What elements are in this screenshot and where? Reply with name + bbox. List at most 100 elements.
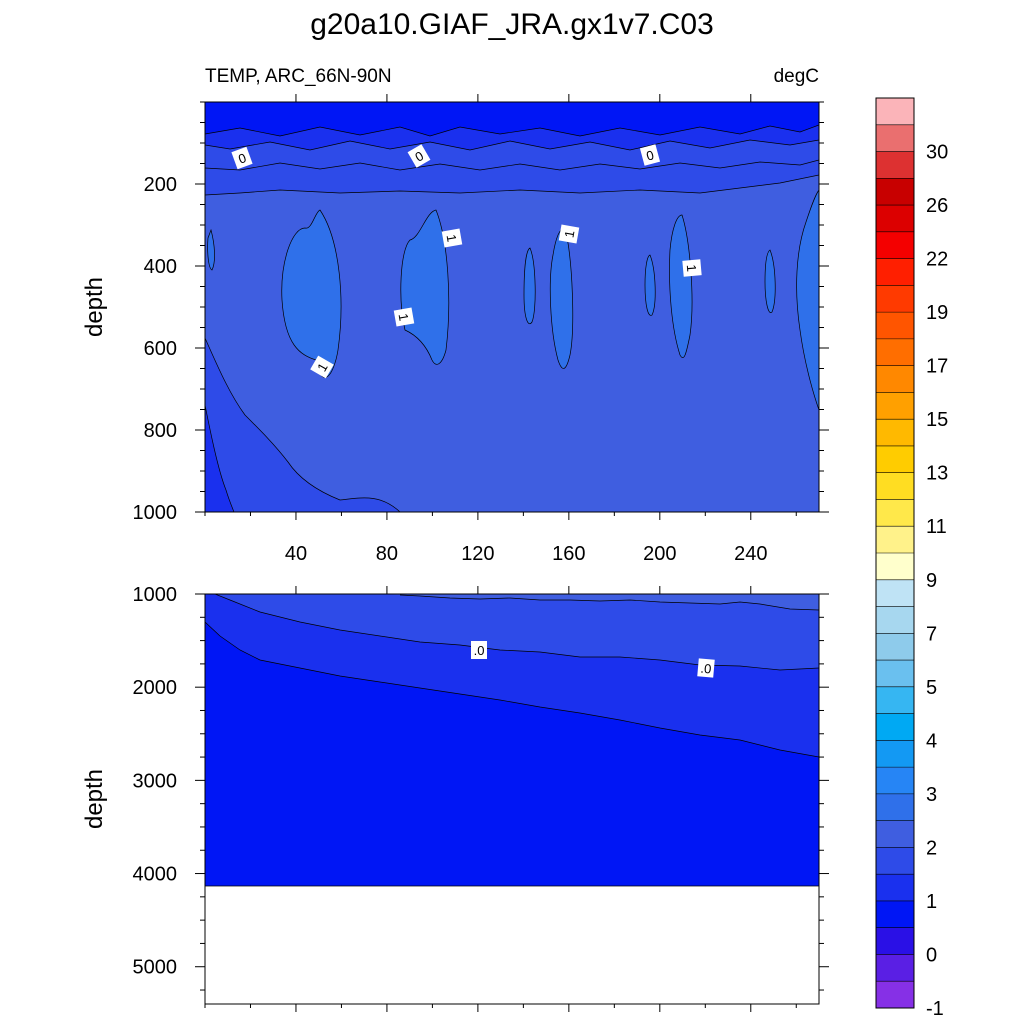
y-tick-label: 4000 xyxy=(133,864,178,886)
colorbar-label: 4 xyxy=(926,730,937,752)
contour-label-text: .0 xyxy=(474,643,485,658)
colorbar-label: 7 xyxy=(926,623,937,645)
warm-lens-8 xyxy=(796,190,819,410)
fill-band-deep-upper xyxy=(205,594,819,670)
colorbar-frame xyxy=(875,97,915,1009)
contour-label-text: 1 xyxy=(684,264,700,273)
y-tick-label: 200 xyxy=(144,174,177,196)
lower-plot-frame xyxy=(204,593,820,1005)
x-tick-label: 40 xyxy=(285,543,307,565)
colorbar-swatch xyxy=(876,499,914,527)
cool-wedge-upper xyxy=(205,338,400,512)
contour-label-box xyxy=(558,224,580,244)
colorbar-swatch xyxy=(876,178,914,206)
colorbar-swatch xyxy=(876,820,914,848)
y-tick-label: 5000 xyxy=(133,957,178,979)
lower-contour-fill xyxy=(205,594,819,1004)
contour-label: 0 xyxy=(407,144,431,168)
colorbar-label: 11 xyxy=(926,516,947,538)
colorbar-swatch xyxy=(876,767,914,795)
warm-lens-4 xyxy=(524,248,536,324)
contour-label-text: 0 xyxy=(236,150,248,167)
contour-label-box xyxy=(639,144,661,166)
y-tick-label: 400 xyxy=(144,256,177,278)
colorbar-swatch xyxy=(876,579,914,607)
contour-label-box xyxy=(697,658,715,678)
cool-wedge-lower xyxy=(205,405,234,512)
colorbar-label: 1 xyxy=(926,891,937,913)
contour-label-text: 0 xyxy=(645,147,656,163)
colorbar-label: 13 xyxy=(926,463,948,485)
units-label: degC xyxy=(774,66,819,87)
lower-axis-ticks: 1000 2000 3000 4000 5000 xyxy=(133,584,829,1012)
lower-contour-labels: .0 .0 xyxy=(471,641,715,678)
colorbar-swatch xyxy=(876,954,914,982)
colorbar-swatch xyxy=(876,927,914,955)
colorbar-label: 26 xyxy=(926,195,948,217)
contour-label: .0 xyxy=(697,658,715,678)
variable-region-label: TEMP, ARC_66N-90N xyxy=(205,66,392,87)
colorbar-swatch xyxy=(876,312,914,340)
warm-lens-5 xyxy=(669,215,693,358)
contour-label: 0 xyxy=(639,144,661,166)
colorbar-label: 15 xyxy=(926,409,948,431)
contour-label: 1 xyxy=(310,355,334,379)
x-tick-label: 200 xyxy=(643,543,676,565)
colorbar-label: -1 xyxy=(926,998,944,1020)
y-tick-label: 2000 xyxy=(133,677,178,699)
y-tick-label: 800 xyxy=(144,420,177,442)
upper-contour-fill xyxy=(205,102,819,512)
upper-contour-lines xyxy=(205,124,819,512)
contour-label: 1 xyxy=(393,307,415,327)
fill-band-surface-cold xyxy=(205,102,819,136)
colorbar-swatch xyxy=(876,793,914,821)
contour-label: 1 xyxy=(682,259,702,277)
contour-label-box xyxy=(407,144,431,168)
colorbar-label: 22 xyxy=(926,249,948,271)
colorbar-label: 5 xyxy=(926,677,937,699)
colorbar-swatch xyxy=(876,365,914,393)
colorbar-label: 2 xyxy=(926,837,937,859)
x-tick-label: 160 xyxy=(552,543,585,565)
colorbar-swatch xyxy=(876,98,914,126)
contour-label-text: .0 xyxy=(700,661,712,677)
fill-band-below-surface xyxy=(205,160,819,195)
contour-label: 0 xyxy=(231,146,253,170)
colorbar-swatch xyxy=(876,205,914,233)
colorbar-swatch xyxy=(876,633,914,661)
colorbar-label: 17 xyxy=(926,356,948,378)
colorbar-swatch xyxy=(876,606,914,634)
fill-band-right-patch xyxy=(740,594,819,607)
upper-panel: 0 0 0 1 1 1 1 1 40 80 120 160 200 240 200 400 600 800 100… xyxy=(81,94,829,565)
y-tick-label: 1000 xyxy=(133,502,178,524)
y-tick-label: 3000 xyxy=(133,770,178,792)
warm-lens-1 xyxy=(281,210,341,378)
chart-title: g20a10.GIAF_JRA.gx1v7.C03 xyxy=(310,8,714,41)
colorbar-swatch xyxy=(876,874,914,902)
colorbar-swatch xyxy=(876,151,914,179)
colorbar-swatch xyxy=(876,740,914,768)
upper-contour-labels: 0 0 0 1 1 1 1 1 xyxy=(231,144,702,379)
colorbar-swatch xyxy=(876,526,914,554)
lower-panel: .0 .0 1000 2000 3000 4000 5000 depth xyxy=(81,584,829,1012)
contour-label: 1 xyxy=(441,228,463,248)
warm-lens-7 xyxy=(765,250,776,313)
colorbar-swatch xyxy=(876,231,914,259)
colorbar-swatch xyxy=(876,713,914,741)
contour-label-text: 1 xyxy=(561,229,577,239)
colorbar-swatch xyxy=(876,660,914,688)
colorbar-label: 0 xyxy=(926,944,937,966)
contour-label: .0 xyxy=(471,641,487,659)
y-tick-label: 600 xyxy=(144,338,177,360)
colorbar-swatch xyxy=(876,392,914,420)
contour-label-box xyxy=(682,259,702,277)
contour-label-text: 1 xyxy=(395,312,411,322)
contour-label: 1 xyxy=(558,224,580,244)
colorbar-label: 9 xyxy=(926,570,937,592)
fill-band-deep-top xyxy=(380,594,819,610)
y-tick-label: 1000 xyxy=(133,584,178,606)
warm-lens-9 xyxy=(207,230,215,270)
colorbar-swatch xyxy=(876,553,914,581)
colorbar-swatch xyxy=(876,419,914,447)
